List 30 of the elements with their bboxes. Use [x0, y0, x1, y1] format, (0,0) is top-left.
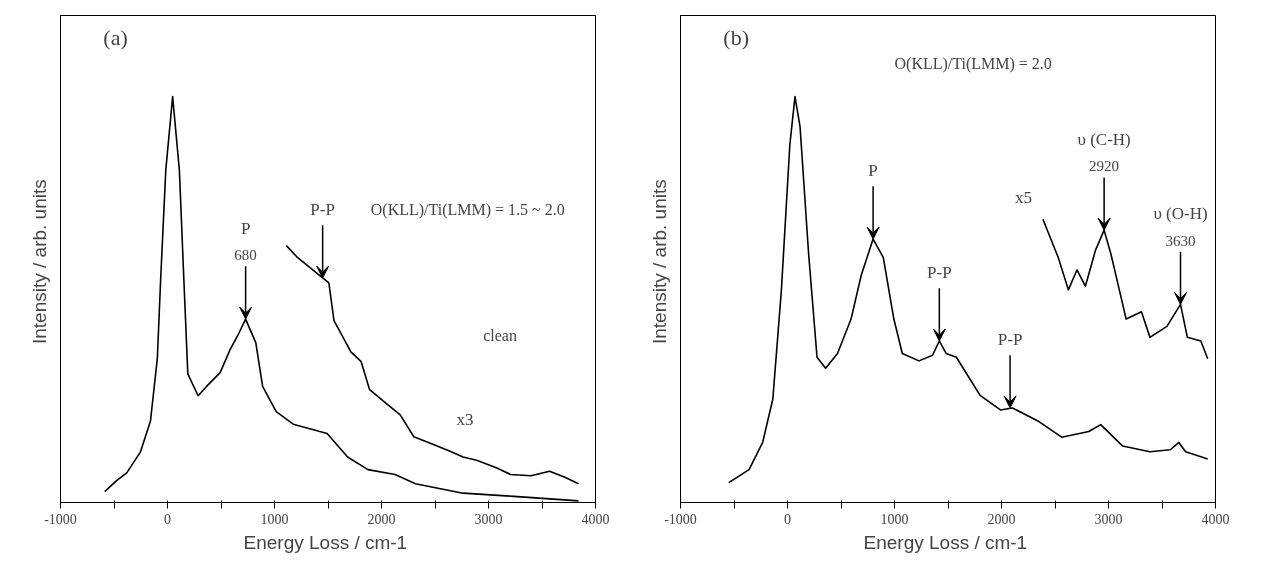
x-tick-label: 2000	[987, 511, 1016, 527]
text: O(KLL)/Ti(LMM) = 2.0	[894, 55, 1052, 74]
x-tick-label: 0	[784, 511, 791, 527]
chart-title: (a)	[103, 25, 128, 51]
x-tick-label: 0	[164, 511, 171, 527]
annotation: P-P	[310, 200, 335, 220]
series-label: x5	[1015, 188, 1033, 208]
chart-title: (b)	[723, 25, 749, 51]
annotation: υ (O-H) 3630	[1153, 204, 1208, 249]
x-axis-title: Energy Loss / cm-1	[243, 531, 408, 553]
annotation: O(KLL)/Ti(LMM) = 1.5 ~ 2.0	[370, 201, 565, 220]
x-tick-label: -1000	[664, 511, 697, 527]
y-axis-title: Intensity / arb. units	[28, 179, 50, 345]
annotation: P	[868, 161, 878, 181]
annotation: clean	[483, 327, 517, 345]
x-tick-label: -1000	[44, 511, 77, 527]
x-tick-label: 3000	[1094, 511, 1123, 527]
x-tick-label: 4000	[1201, 511, 1230, 527]
annotation: P-P	[997, 330, 1023, 350]
x-tick-label: 4000	[581, 511, 610, 527]
series-label: x3	[456, 410, 474, 430]
annotation: P-P	[927, 263, 952, 283]
x-axis-title: Energy Loss / cm-1	[863, 531, 1028, 553]
x-tick-label: 2000	[367, 511, 396, 527]
x-tick-label: 1000	[260, 511, 289, 527]
x-tick-label: 3000	[474, 511, 503, 527]
y-axis-title: Intensity / arb. units	[648, 179, 670, 345]
annotation: P 680	[234, 218, 257, 264]
annotation: υ (C-H) 2920	[1077, 130, 1131, 175]
x-tick-label: 1000	[880, 511, 909, 527]
